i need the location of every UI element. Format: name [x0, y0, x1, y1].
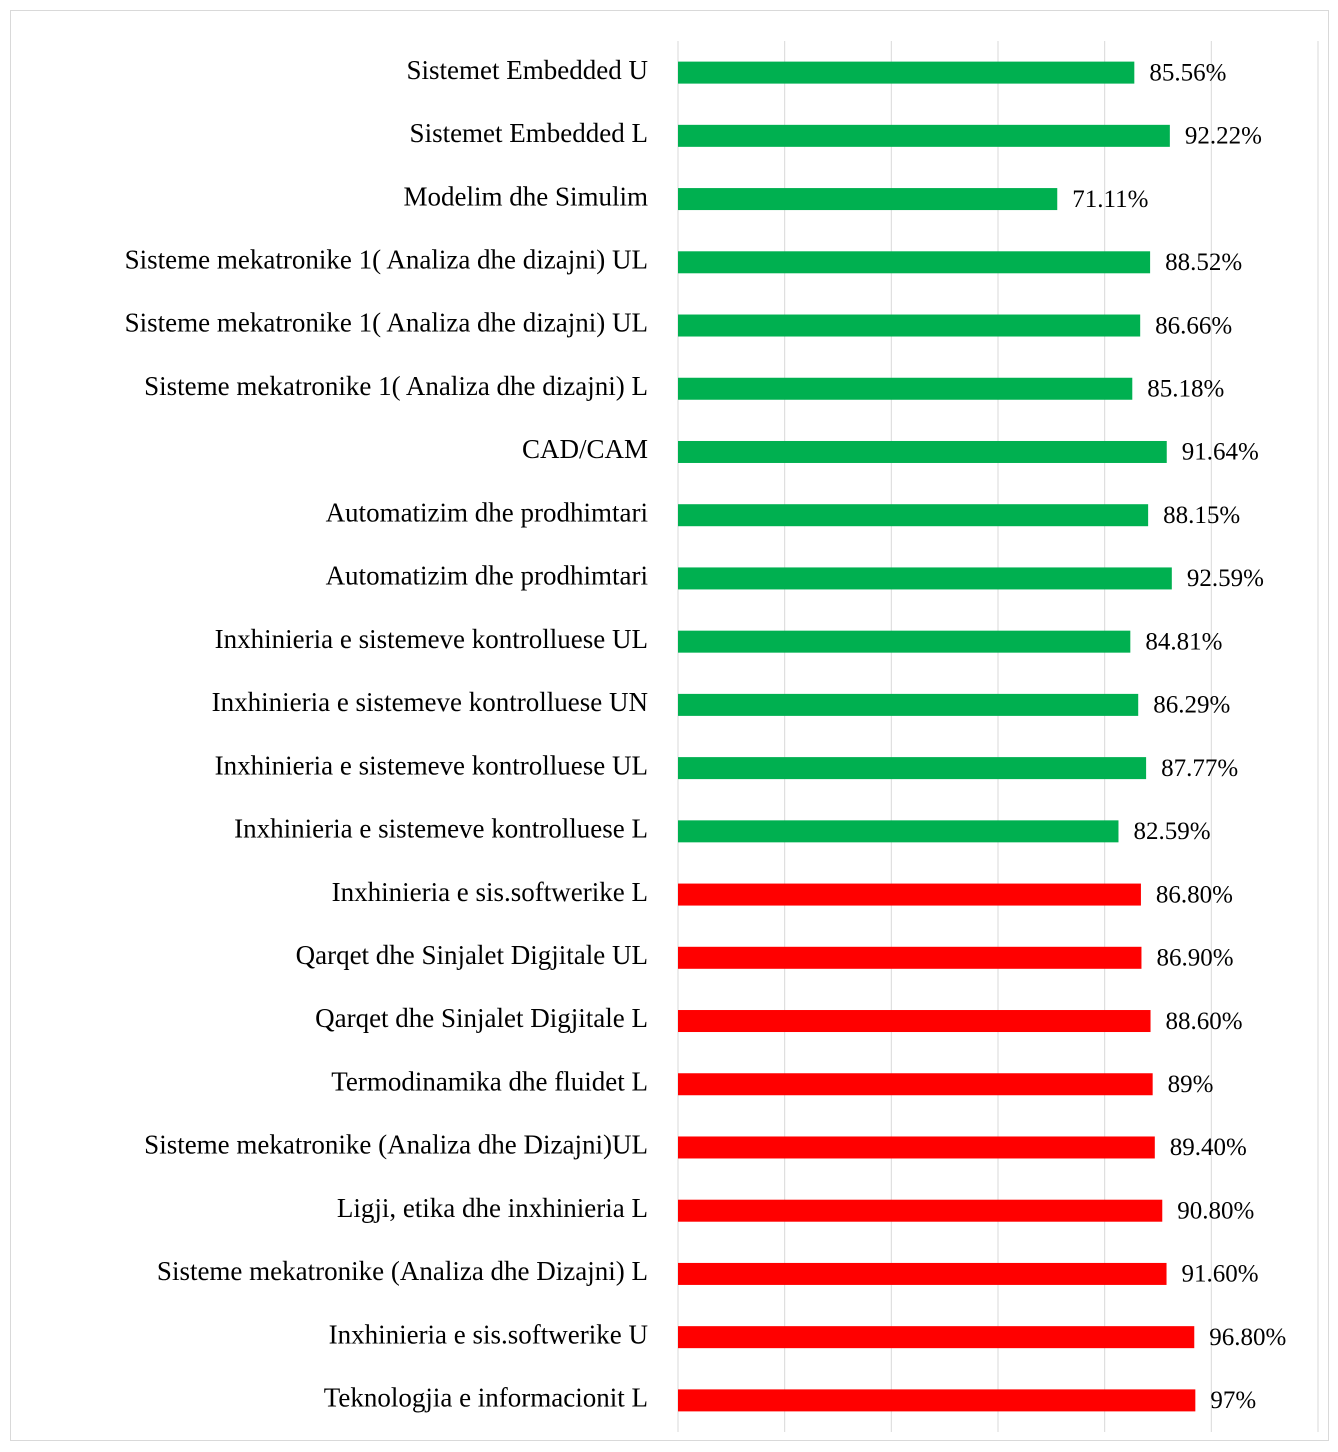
value-label: 97% [1210, 1387, 1256, 1414]
value-label: 86.66% [1155, 312, 1232, 339]
bar [678, 567, 1172, 590]
y-tick-label: Sisteme mekatronike 1( Analiza dhe dizaj… [125, 308, 648, 338]
y-tick-label: Inxhinieria e sistemeve kontrolluese UN [212, 687, 648, 717]
y-tick-label: Inxhinieria e sistemeve kontrolluese UL [215, 750, 648, 780]
value-label: 84.81% [1145, 628, 1222, 655]
y-tick-label: Ligji, etika dhe inxhinieria L [337, 1193, 648, 1223]
bar [678, 1136, 1155, 1159]
value-label: 91.64% [1182, 439, 1259, 466]
bar [678, 1389, 1196, 1412]
y-tick-label: CAD/CAM [522, 434, 648, 464]
bar [678, 1326, 1195, 1349]
value-label: 92.22% [1185, 123, 1262, 150]
value-label: 82.59% [1133, 818, 1210, 845]
value-label: 96.80% [1209, 1324, 1286, 1351]
value-label: 88.15% [1163, 502, 1240, 529]
value-label: 85.56% [1149, 59, 1226, 86]
value-label: 87.77% [1161, 755, 1238, 782]
y-tick-label: Automatizim dhe prodhimtari [326, 497, 648, 527]
bar [678, 1073, 1153, 1096]
bar [678, 946, 1142, 969]
value-label: 89.40% [1170, 1134, 1247, 1161]
y-tick-label: Sisteme mekatronike 1( Analiza dhe dizaj… [144, 371, 648, 401]
y-tick-label: Sisteme mekatronike (Analiza dhe Dizajni… [157, 1256, 648, 1286]
y-tick-label: Modelim dhe Simulim [403, 181, 648, 211]
y-tick-label: Inxhinieria e sis.softwerike L [332, 877, 648, 907]
y-tick-label: Termodinamika dhe fluidet L [331, 1066, 648, 1096]
bar [678, 820, 1119, 843]
y-tick-label: Qarqet dhe Sinjalet Digjitale L [315, 1003, 648, 1033]
value-label: 86.90% [1156, 945, 1233, 972]
bar [678, 1199, 1163, 1222]
y-tick-label: Qarqet dhe Sinjalet Digjitale UL [296, 940, 648, 970]
value-label: 88.52% [1165, 249, 1242, 276]
y-tick-label: Sisteme mekatronike 1( Analiza dhe dizaj… [125, 244, 648, 274]
value-label: 86.29% [1153, 692, 1230, 719]
bar [678, 61, 1135, 84]
y-tick-label: Inxhinieria e sistemeve kontrolluese L [234, 814, 648, 844]
y-tick-label: Sisteme mekatronike (Analiza dhe Dizajni… [144, 1130, 648, 1160]
y-tick-label: Teknologjia e informacionit L [324, 1383, 648, 1413]
bar [678, 251, 1151, 274]
bar [678, 504, 1149, 527]
bar [678, 440, 1167, 463]
bar [678, 188, 1058, 211]
y-tick-label: Sistemet Embedded L [410, 118, 648, 148]
value-label: 71.11% [1072, 186, 1148, 213]
value-label: 92.59% [1187, 565, 1264, 592]
bar [678, 1262, 1167, 1285]
bar [678, 314, 1141, 337]
chart-border [10, 10, 1329, 1441]
value-label: 88.60% [1166, 1008, 1243, 1035]
y-tick-label: Sistemet Embedded U [407, 55, 648, 85]
bar [678, 693, 1139, 716]
bar [678, 1010, 1151, 1033]
value-label: 90.80% [1177, 1197, 1254, 1224]
bar [678, 757, 1147, 780]
bar [678, 377, 1133, 400]
value-label: 89% [1168, 1071, 1214, 1098]
bar [678, 883, 1141, 906]
value-label: 91.60% [1182, 1261, 1259, 1288]
y-tick-label: Automatizim dhe prodhimtari [326, 561, 648, 591]
value-label: 86.80% [1156, 881, 1233, 908]
bar [678, 124, 1170, 147]
y-tick-label: Inxhinieria e sis.softwerike U [329, 1319, 648, 1349]
value-label: 85.18% [1147, 375, 1224, 402]
y-tick-label: Inxhinieria e sistemeve kontrolluese UL [215, 624, 648, 654]
bar [678, 630, 1131, 653]
